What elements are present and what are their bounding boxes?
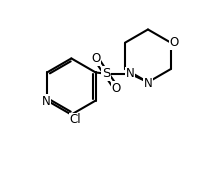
Text: O: O [112, 82, 121, 95]
Text: N: N [144, 77, 152, 90]
Text: N: N [42, 95, 51, 108]
Text: N: N [126, 67, 134, 80]
Text: O: O [169, 36, 179, 49]
Text: Cl: Cl [70, 113, 81, 126]
Text: O: O [91, 52, 101, 65]
Text: S: S [102, 67, 110, 80]
